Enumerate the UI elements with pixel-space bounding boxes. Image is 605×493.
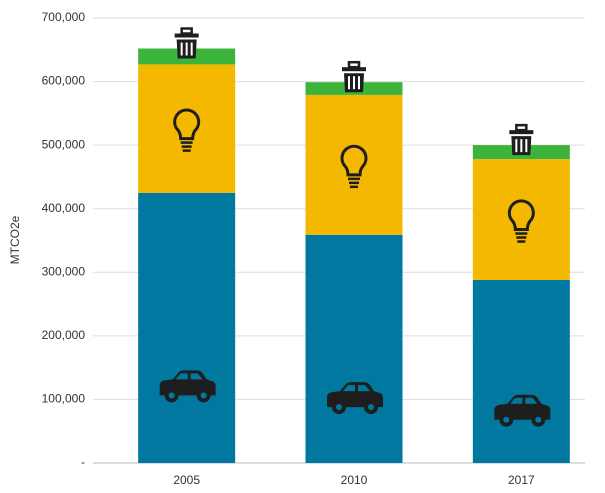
- bulb-icon: [340, 144, 368, 189]
- car-window: [343, 385, 370, 392]
- trash-icon: [342, 60, 366, 93]
- trash-handle: [180, 27, 193, 35]
- bar-segment: [472, 159, 570, 280]
- bulb-icon: [507, 199, 535, 243]
- bar-segment: [305, 234, 403, 463]
- trash-lid: [342, 67, 366, 72]
- bulb-glass: [507, 199, 535, 232]
- bar-segment: [305, 94, 403, 235]
- y-tick-label: 300,000: [42, 264, 86, 278]
- x-tick-label: 2017: [508, 473, 535, 487]
- x-tick-label: 2010: [341, 473, 368, 487]
- y-tick-label: 100,000: [42, 392, 86, 406]
- bar-segment: [138, 64, 236, 193]
- trash-handle: [347, 60, 361, 69]
- y-tick-label: 400,000: [42, 201, 86, 215]
- bulb-glass: [173, 108, 201, 141]
- y-tick-label: 600,000: [42, 74, 86, 88]
- y-axis-label: MTCO2e: [8, 215, 22, 264]
- trash-lid: [509, 130, 534, 135]
- bar-segment: [472, 279, 570, 463]
- car-hub: [535, 416, 542, 423]
- bulb-icon: [173, 108, 201, 152]
- bulb-glass: [340, 144, 368, 177]
- car-window: [510, 397, 538, 404]
- y-tick-label: -: [81, 455, 85, 469]
- trash-icon: [174, 27, 199, 59]
- trash-icon: [509, 123, 534, 156]
- car-icon: [327, 382, 383, 415]
- y-tick-label: 700,000: [42, 10, 86, 24]
- car-hub: [368, 404, 374, 411]
- car-hub: [168, 392, 175, 399]
- bar-segment: [138, 192, 236, 464]
- car-window: [175, 373, 203, 380]
- car-icon: [494, 394, 551, 427]
- trash-lid: [174, 33, 199, 38]
- trash-handle: [515, 123, 528, 132]
- car-hub: [503, 416, 510, 423]
- car-icon: [159, 370, 216, 403]
- x-tick-label: 2005: [173, 473, 200, 487]
- car-hub: [336, 404, 342, 411]
- car-hub: [200, 392, 207, 399]
- y-tick-label: 500,000: [42, 137, 86, 151]
- y-tick-label: 200,000: [42, 328, 86, 342]
